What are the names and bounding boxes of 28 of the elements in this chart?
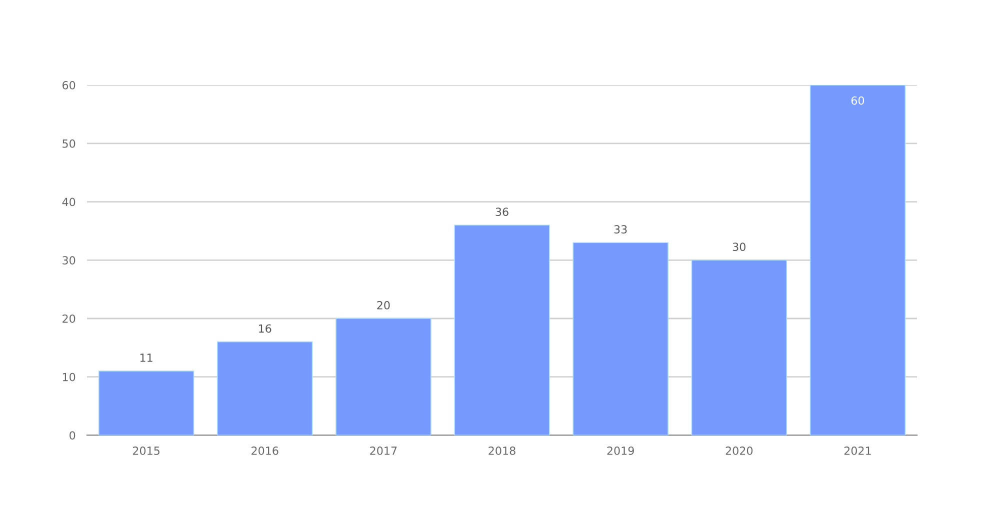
y-tick-label: 20 — [62, 314, 76, 323]
x-tick-label: 2017 — [370, 446, 397, 455]
data-label: 11 — [140, 354, 152, 362]
x-tick-label: 2018 — [488, 446, 516, 455]
y-tick-label: 30 — [62, 256, 76, 265]
bar — [691, 260, 787, 436]
data-label: 20 — [377, 301, 390, 310]
x-tick-label: 2015 — [132, 446, 160, 455]
bar — [217, 341, 313, 436]
y-tick-label: 60 — [62, 81, 76, 90]
data-label: 30 — [732, 242, 746, 252]
bar — [572, 242, 668, 436]
data-label: 36 — [496, 208, 508, 216]
x-tick-label: 2016 — [252, 446, 278, 455]
bar — [336, 318, 432, 436]
x-tick-label: 2019 — [607, 446, 634, 455]
y-tick-label: 50 — [62, 139, 76, 148]
y-tick-label: 0 — [70, 431, 76, 440]
x-tick-label: 2020 — [726, 446, 753, 455]
data-label: 33 — [614, 225, 627, 234]
y-tick-label: 10 — [62, 372, 76, 382]
y-tick-label: 40 — [62, 198, 76, 206]
x-tick-label: 2021 — [844, 446, 871, 455]
data-label: 16 — [259, 324, 272, 333]
bar — [98, 370, 194, 436]
data-label: 60 — [851, 96, 864, 105]
bar — [454, 224, 550, 436]
bar — [810, 85, 906, 436]
